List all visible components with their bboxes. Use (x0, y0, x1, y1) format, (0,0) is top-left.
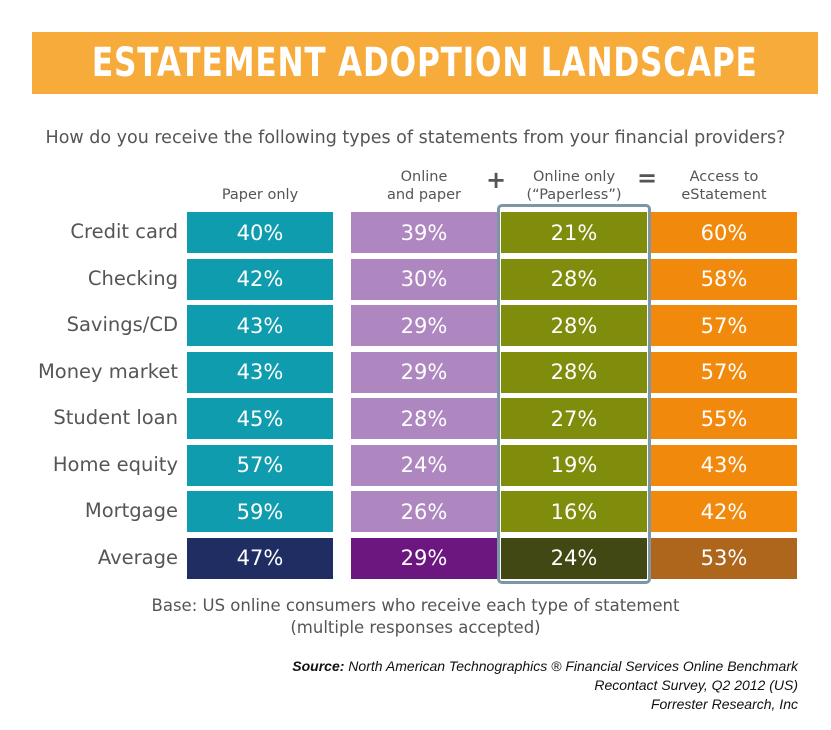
value-cell: 57% (187, 444, 333, 486)
column-header-line: Access to (689, 169, 759, 185)
column-header: Access to eStatement (651, 168, 797, 204)
column-header-line: eStatement (681, 187, 767, 203)
row-label: Checking (87, 266, 178, 290)
chart-title: ESTATEMENT ADOPTION LANDSCAPE (92, 40, 758, 86)
row-label: Money market (37, 359, 178, 383)
source-note: Source: North American Technographics ® … (292, 657, 798, 714)
value-cell: 26% (351, 491, 497, 532)
value-cell: 42% (187, 258, 333, 300)
value-cell: 29% (351, 537, 497, 579)
column-header-line: Online only (532, 169, 616, 185)
value-cell: 27% (501, 398, 647, 439)
source-line-3: Forrester Research, Inc (650, 696, 798, 712)
value-cell: 43% (187, 305, 333, 346)
column-header-line: (“Paperless”) (526, 187, 622, 203)
source-line-2: Recontact Survey, Q2 2012 (US) (594, 677, 798, 693)
value-cell: 30% (351, 258, 497, 300)
operator-plus: + (486, 166, 507, 194)
value-cell: 28% (501, 258, 647, 300)
value-cell: 57% (651, 351, 797, 393)
value-cell: 28% (501, 351, 647, 393)
value-cell: 24% (501, 537, 647, 579)
value-cell: 39% (351, 212, 497, 253)
value-cell: 28% (351, 398, 497, 439)
value-cell: 21% (501, 212, 647, 253)
value-cell: 43% (187, 351, 333, 393)
base-note-line-1: Base: US online consumers who receive ea… (151, 596, 680, 615)
column-header: Paper only (187, 186, 333, 204)
value-cell: 53% (651, 537, 797, 579)
operator-equals: = (637, 164, 658, 192)
value-cell: 58% (651, 258, 797, 300)
column-header: Online and paper (351, 168, 497, 204)
row-label: Mortgage (84, 499, 178, 522)
value-cell: 45% (187, 398, 333, 439)
value-cell: 19% (501, 444, 647, 486)
highlight-frame (497, 204, 651, 584)
value-cell: 28% (501, 305, 647, 346)
value-cell: 59% (187, 491, 333, 532)
source-line-1: North American Technographics ® Financia… (348, 658, 798, 674)
row-label: Credit card (70, 220, 178, 243)
row-label: Savings/CD (66, 313, 178, 336)
value-cell: 40% (187, 212, 333, 253)
value-cell: 43% (651, 444, 797, 486)
value-cell: 47% (187, 537, 333, 579)
survey-question: How do you receive the following types o… (45, 128, 786, 148)
value-cell: 42% (651, 491, 797, 532)
row-label: Home equity (52, 452, 178, 476)
value-cell: 29% (351, 305, 497, 346)
value-cell: 29% (351, 351, 497, 393)
value-cell: 60% (651, 212, 797, 253)
value-cell: 57% (651, 305, 797, 346)
row-label: Average (97, 545, 178, 569)
row-label: Student loan (53, 406, 178, 429)
column-header: Online only (“Paperless”) (501, 168, 647, 204)
base-note: Base: US online consumers who receive ea… (0, 595, 831, 639)
value-cell: 55% (651, 398, 797, 439)
column-header-line: and paper (386, 187, 462, 203)
value-cell: 24% (351, 444, 497, 486)
value-cell: 16% (501, 491, 647, 532)
base-note-line-2: (multiple responses accepted) (290, 618, 541, 637)
source-label: Source: (292, 658, 345, 674)
column-header-line: Paper only (221, 187, 299, 203)
title-banner: ESTATEMENT ADOPTION LANDSCAPE (32, 32, 818, 94)
column-header-line: Online (400, 169, 448, 185)
